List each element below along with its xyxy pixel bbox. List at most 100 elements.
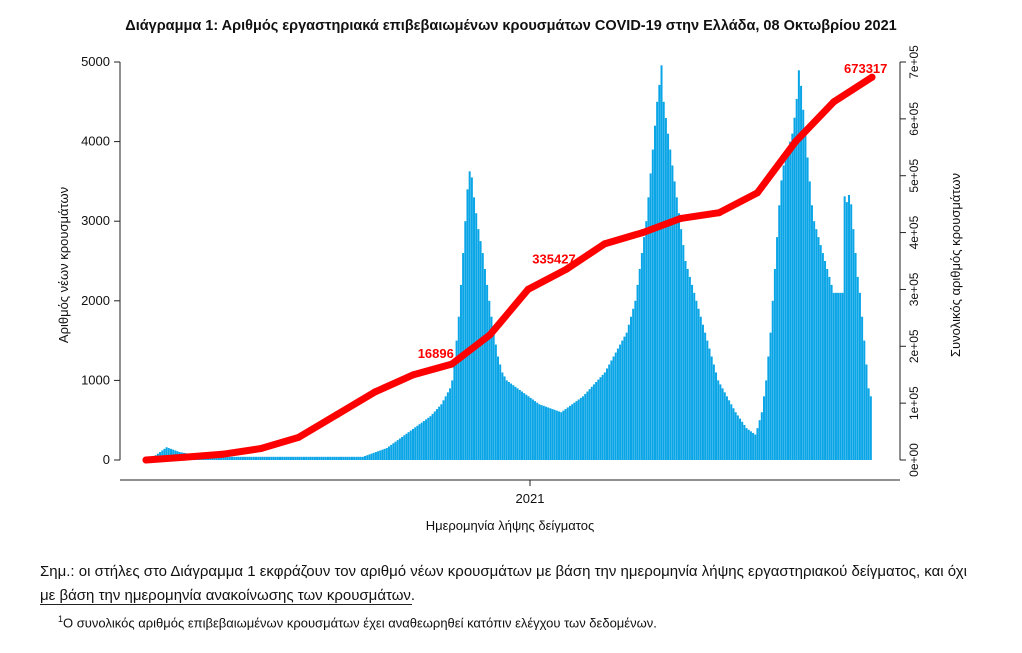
bar-194 (568, 405, 571, 460)
bar-34 (220, 456, 223, 460)
bar-210 (603, 372, 606, 460)
bar-161 (497, 356, 500, 460)
bar-177 (531, 399, 534, 460)
bar-79 (318, 456, 321, 460)
bar-85 (331, 456, 334, 460)
bar-252 (695, 300, 698, 460)
bar-216 (616, 348, 619, 460)
bar-151 (475, 213, 478, 460)
cumulative-point-2 (218, 450, 226, 458)
y2-axis-label: Συνολικός αριθμός κρουσμάτων (948, 173, 963, 357)
bar-315 (832, 292, 835, 460)
cumulative-point-0 (142, 456, 150, 464)
cumulative-point-6 (371, 388, 379, 396)
bar-313 (828, 276, 831, 460)
bar-52 (259, 456, 262, 460)
bar-113 (392, 443, 395, 460)
bar-199 (579, 397, 582, 460)
right-tick-label-0: 0e+00 (907, 443, 921, 477)
bar-41 (235, 456, 238, 460)
bar-220 (625, 332, 628, 460)
bar-262 (717, 380, 720, 460)
bar-127 (422, 421, 425, 460)
bar-318 (839, 292, 842, 460)
bar-226 (638, 268, 641, 460)
note-line-2: με βάση την ημερομηνία ανακοίνωσης των κ… (40, 587, 416, 604)
bar-73 (305, 456, 308, 460)
bar-81 (322, 456, 325, 460)
bar-266 (725, 396, 728, 460)
bar-301 (802, 109, 805, 460)
bar-322 (848, 195, 851, 460)
bar-190 (560, 412, 563, 460)
bar-57 (270, 456, 273, 460)
bar-76 (311, 456, 314, 460)
bar-330 (865, 364, 868, 460)
bar-265 (723, 392, 726, 460)
bar-207 (597, 379, 600, 460)
footnote-rule (40, 604, 412, 605)
bar-74 (307, 456, 310, 460)
bar-272 (739, 418, 742, 460)
bar-162 (499, 364, 502, 460)
bar-134 (438, 406, 441, 460)
bar-185 (549, 408, 552, 460)
bar-77 (313, 456, 316, 460)
bar-90 (342, 456, 345, 460)
bar-192 (564, 409, 567, 460)
bar-11 (169, 448, 172, 460)
bar-293 (784, 152, 787, 460)
bar-67 (292, 456, 295, 460)
note-line-1: Σημ.: οι στήλες στο Διάγραμμα 1 εκφράζου… (40, 563, 967, 580)
bar-40 (233, 456, 236, 460)
bar-260 (712, 364, 715, 460)
bar-255 (701, 324, 704, 460)
bar-87 (335, 456, 338, 460)
bar-33 (217, 456, 220, 460)
bar-48 (250, 456, 253, 460)
bar-182 (542, 405, 545, 460)
bar-148 (468, 171, 471, 460)
bar-107 (379, 450, 382, 460)
bar-125 (418, 424, 421, 460)
bar-47 (248, 456, 251, 460)
bar-63 (283, 456, 286, 460)
bar-245 (680, 229, 683, 460)
bar-256 (704, 332, 707, 460)
cumulative-series (142, 73, 876, 464)
bar-246 (682, 245, 685, 460)
bar-264 (721, 388, 724, 460)
bar-100 (364, 456, 367, 460)
annotation-2: 673317 (844, 61, 887, 76)
bar-104 (372, 452, 375, 460)
bar-133 (435, 409, 438, 460)
bar-305 (810, 205, 813, 460)
bar-324 (852, 229, 855, 460)
bar-98 (359, 456, 362, 460)
bar-153 (479, 241, 482, 460)
bar-271 (736, 415, 739, 460)
bar-291 (780, 180, 783, 460)
bar-86 (333, 456, 336, 460)
bar-50 (255, 456, 258, 460)
cumulative-point-16 (753, 189, 761, 197)
bar-222 (630, 316, 633, 460)
bar-310 (821, 253, 824, 460)
bar-series (146, 65, 872, 461)
bar-211 (606, 368, 609, 460)
right-tick-label-6: 6e+05 (907, 102, 921, 136)
bar-160 (494, 344, 497, 460)
bar-311 (824, 261, 827, 460)
bar-128 (425, 419, 428, 460)
bar-286 (769, 332, 772, 460)
bar-157 (488, 300, 491, 460)
bar-9 (165, 447, 168, 460)
bar-156 (486, 284, 489, 460)
bar-292 (782, 165, 785, 461)
bar-174 (525, 394, 528, 460)
bar-135 (440, 404, 443, 460)
bar-203 (588, 389, 591, 460)
bar-45 (244, 456, 247, 460)
bar-288 (773, 268, 776, 460)
bar-147 (466, 189, 469, 461)
